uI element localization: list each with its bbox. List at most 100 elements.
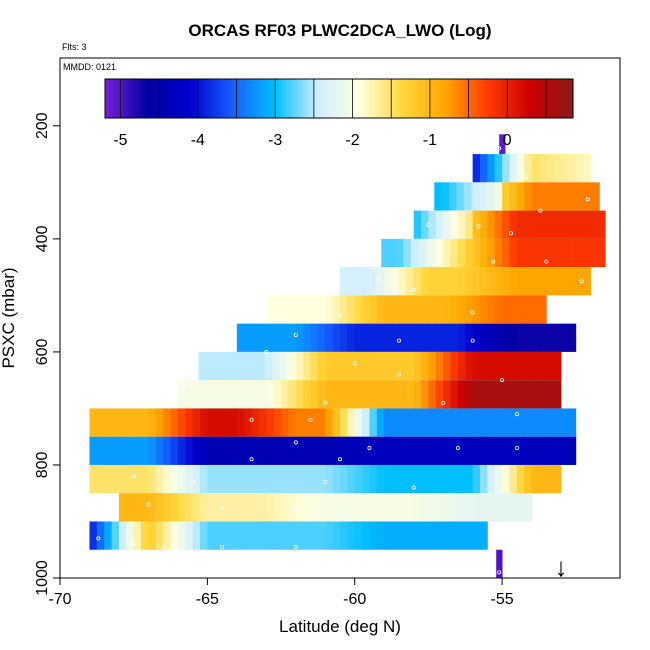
heatmap-cell xyxy=(104,464,112,494)
flight-track-point xyxy=(323,400,328,405)
heatmap-cell xyxy=(546,464,555,494)
heatmap-cell xyxy=(597,238,606,268)
flight-track-point xyxy=(497,146,502,151)
heatmap-cell xyxy=(362,267,370,296)
heatmap-cell xyxy=(398,380,407,409)
flight-track-point xyxy=(514,445,519,450)
heatmap-cell xyxy=(531,436,540,465)
heatmap-cell xyxy=(214,380,223,409)
heatmap-cell xyxy=(251,323,260,352)
y-tick-label: 800 xyxy=(34,452,51,479)
heatmap-cell xyxy=(177,493,186,522)
colorbar-lines xyxy=(120,79,547,118)
heatmap-cell xyxy=(413,323,422,352)
heatmap-cell xyxy=(141,408,149,437)
heatmap-cell xyxy=(381,238,390,268)
heatmap-cell xyxy=(494,323,503,352)
heatmap-cell xyxy=(553,238,562,268)
heatmap-cell xyxy=(163,436,171,465)
heatmap-cell xyxy=(450,436,459,465)
heatmap-cell xyxy=(310,351,319,381)
heatmap-cell xyxy=(428,464,437,494)
heatmap-cell xyxy=(163,521,171,550)
heatmap-cell xyxy=(229,493,238,522)
plot-frame xyxy=(59,57,621,579)
heatmap-cell xyxy=(435,323,444,352)
heatmap-cell xyxy=(502,295,510,324)
heatmap-cell xyxy=(111,521,120,550)
heatmap-cell xyxy=(531,182,540,211)
heatmap-cell xyxy=(229,464,238,494)
heatmap-cell xyxy=(222,493,230,522)
heatmap-cell xyxy=(465,210,474,239)
heatmap-cell xyxy=(294,351,297,381)
heatmap-cell xyxy=(538,267,547,296)
heatmap-cell xyxy=(317,295,326,324)
heatmap-cell xyxy=(421,493,429,522)
heatmap-cell xyxy=(354,436,363,465)
heatmap-cell xyxy=(266,521,275,550)
heatmap-cell xyxy=(561,408,569,437)
heatmap-cell xyxy=(281,436,289,465)
heatmap-cell xyxy=(465,295,474,324)
heatmap-cell xyxy=(236,408,245,437)
heatmap-cell xyxy=(524,464,532,494)
heatmap-cell xyxy=(118,464,127,494)
heatmap-cell xyxy=(281,408,289,437)
heatmap-cell xyxy=(317,436,326,465)
heatmap-cell xyxy=(575,154,584,183)
heatmap-cell xyxy=(450,238,459,268)
heatmap-cell xyxy=(362,380,370,409)
flight-track-point xyxy=(411,287,416,292)
heatmap-cell xyxy=(258,521,267,550)
flight-track-point xyxy=(396,372,401,377)
heatmap-cell xyxy=(531,351,540,381)
heatmap-cell xyxy=(502,238,510,268)
heatmap-cell xyxy=(273,380,282,409)
heatmap-cell xyxy=(509,238,518,268)
heatmap-cell xyxy=(295,323,304,352)
heatmap-cell xyxy=(303,436,311,465)
heatmap-cell xyxy=(457,380,466,409)
heatmap-cell xyxy=(494,493,503,522)
heatmap-cell xyxy=(480,464,488,494)
heatmap-cell xyxy=(568,323,577,352)
heatmap-cell xyxy=(516,464,525,494)
heatmap-cell xyxy=(531,464,540,494)
heatmap-cell xyxy=(207,464,216,494)
heatmap-cell xyxy=(516,493,525,522)
flight-track-point xyxy=(181,383,186,388)
y-tick-label: 400 xyxy=(34,225,51,252)
heatmap-cell xyxy=(391,267,400,296)
heatmap-cell xyxy=(222,521,230,550)
heatmap-cell xyxy=(273,493,282,522)
heatmap-cell xyxy=(524,154,532,183)
flight-track-point xyxy=(308,417,313,422)
heatmap-cell xyxy=(192,493,201,522)
heatmap-cell xyxy=(443,436,451,465)
heatmap-cell xyxy=(413,295,422,324)
heatmap-cell xyxy=(524,408,532,437)
heatmap-cell xyxy=(413,521,422,550)
heatmap-cell xyxy=(310,295,319,324)
heatmap-cell xyxy=(443,408,451,437)
heatmap-cell xyxy=(295,351,304,381)
x-tick-label: -55 xyxy=(491,591,514,608)
heatmap-cell xyxy=(325,380,334,409)
heatmap-cell xyxy=(435,380,444,409)
heatmap-cell xyxy=(229,380,238,409)
heatmap-cell xyxy=(118,436,127,465)
heatmap-cells xyxy=(89,134,606,578)
heatmap-cell xyxy=(398,464,407,494)
heatmap-cell xyxy=(435,436,444,465)
heatmap-cell xyxy=(465,380,474,409)
heatmap-cell xyxy=(480,210,488,239)
heatmap-cell xyxy=(281,464,289,494)
heatmap-cell xyxy=(428,267,437,296)
heatmap-cell xyxy=(406,408,415,437)
heatmap-cell xyxy=(376,267,385,296)
heatmap-cell xyxy=(421,210,429,239)
heatmap-cell xyxy=(96,408,105,437)
heatmap-cell xyxy=(516,408,525,437)
heatmap-cell xyxy=(524,267,532,296)
